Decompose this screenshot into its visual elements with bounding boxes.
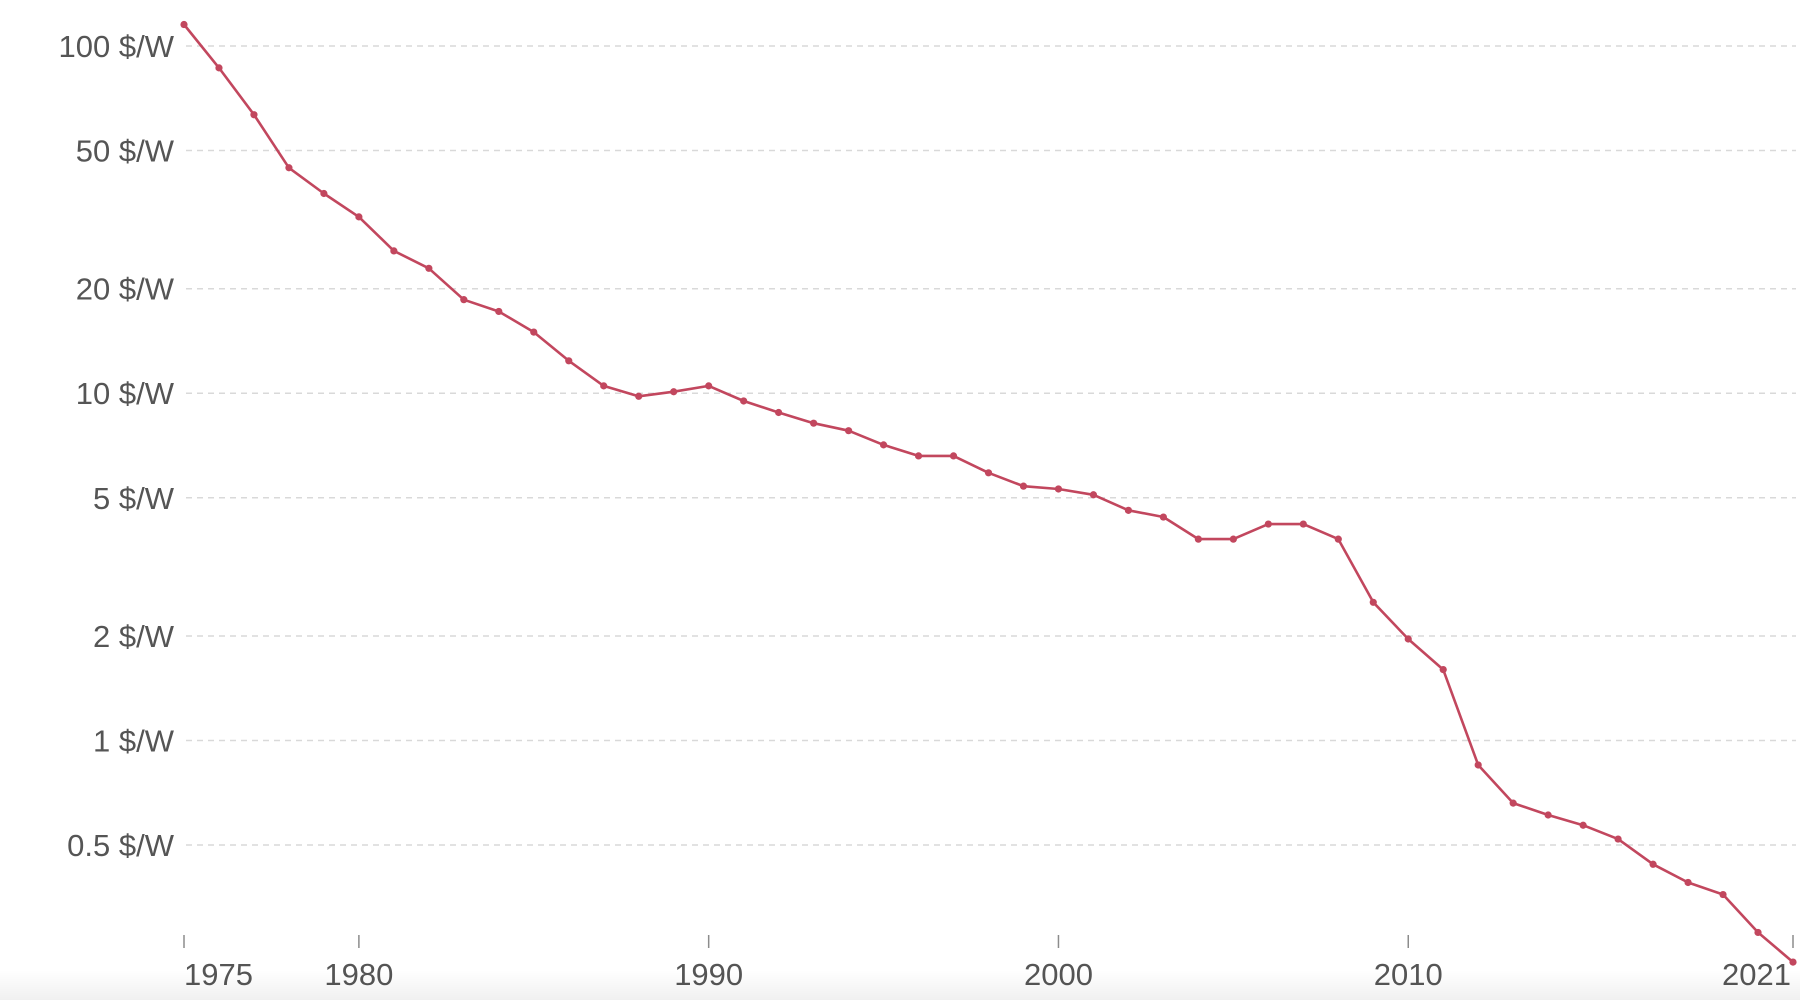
x-tick-label: 2021 <box>1722 957 1791 992</box>
y-tick-label: 1 $/W <box>93 723 175 758</box>
data-point[interactable] <box>1474 761 1482 769</box>
x-tick-label: 1980 <box>324 957 393 992</box>
data-point[interactable] <box>1544 811 1552 819</box>
data-point[interactable] <box>1789 958 1797 966</box>
series-points <box>180 20 1797 966</box>
data-point[interactable] <box>390 247 398 255</box>
data-point[interactable] <box>1369 598 1377 606</box>
data-point[interactable] <box>635 392 643 400</box>
data-point[interactable] <box>1229 535 1237 543</box>
data-point[interactable] <box>215 64 223 72</box>
data-point[interactable] <box>1054 485 1063 493</box>
x-tick-label: 1975 <box>184 957 253 992</box>
data-point[interactable] <box>670 388 678 396</box>
data-point[interactable] <box>180 20 188 29</box>
data-point[interactable] <box>1649 860 1657 868</box>
data-point[interactable] <box>495 307 503 316</box>
y-tick-label: 20 $/W <box>76 272 175 307</box>
data-point[interactable] <box>1684 878 1692 887</box>
data-point[interactable] <box>1299 520 1307 528</box>
data-point[interactable] <box>1159 513 1167 521</box>
gridlines <box>186 45 1796 846</box>
x-tick-label: 2010 <box>1374 957 1443 992</box>
y-tick-label: 100 $/W <box>59 29 175 64</box>
data-point[interactable] <box>565 357 573 365</box>
data-point[interactable] <box>355 213 363 221</box>
data-point[interactable] <box>740 397 748 405</box>
data-point[interactable] <box>425 264 433 272</box>
data-point[interactable] <box>1509 799 1517 807</box>
x-tick-label: 1990 <box>674 957 743 992</box>
data-point[interactable] <box>1264 520 1272 528</box>
data-point[interactable] <box>600 382 608 390</box>
y-tick-label: 0.5 $/W <box>67 828 175 863</box>
price-series-line <box>182 23 1794 964</box>
data-point[interactable] <box>1404 635 1412 643</box>
data-point[interactable] <box>1439 665 1447 674</box>
data-point[interactable] <box>1089 491 1098 499</box>
data-point[interactable] <box>1124 506 1133 514</box>
y-tick-label: 5 $/W <box>93 481 175 516</box>
data-point[interactable] <box>460 296 468 304</box>
data-point[interactable] <box>810 419 818 427</box>
data-point[interactable] <box>1719 890 1727 899</box>
data-point[interactable] <box>1194 535 1202 543</box>
y-tick-label: 2 $/W <box>93 619 175 654</box>
data-point[interactable] <box>984 469 993 477</box>
data-point[interactable] <box>949 452 958 460</box>
bottom-fade <box>0 970 1800 1000</box>
y-axis: 100 $/W 50 $/W 20 $/W 10 $/W 5 $/W 2 $/W 1 $/W… <box>59 29 175 863</box>
data-point[interactable] <box>879 441 888 449</box>
data-point[interactable] <box>775 408 783 417</box>
data-point[interactable] <box>530 328 538 336</box>
data-point[interactable] <box>1334 535 1342 543</box>
y-tick-label: 10 $/W <box>76 376 175 411</box>
data-point[interactable] <box>914 452 923 460</box>
data-point[interactable] <box>285 164 293 172</box>
x-axis: 1975 1980 1990 2000 2010 2021 <box>183 935 1794 992</box>
data-point[interactable] <box>1754 928 1762 937</box>
data-point[interactable] <box>320 189 328 198</box>
data-point[interactable] <box>1614 835 1622 843</box>
y-tick-label: 50 $/W <box>76 134 175 169</box>
data-point[interactable] <box>844 427 853 435</box>
data-point[interactable] <box>1579 821 1587 829</box>
data-point[interactable] <box>705 382 713 390</box>
data-point[interactable] <box>1019 482 1028 490</box>
data-point[interactable] <box>250 111 258 119</box>
x-tick-label: 2000 <box>1024 957 1093 992</box>
